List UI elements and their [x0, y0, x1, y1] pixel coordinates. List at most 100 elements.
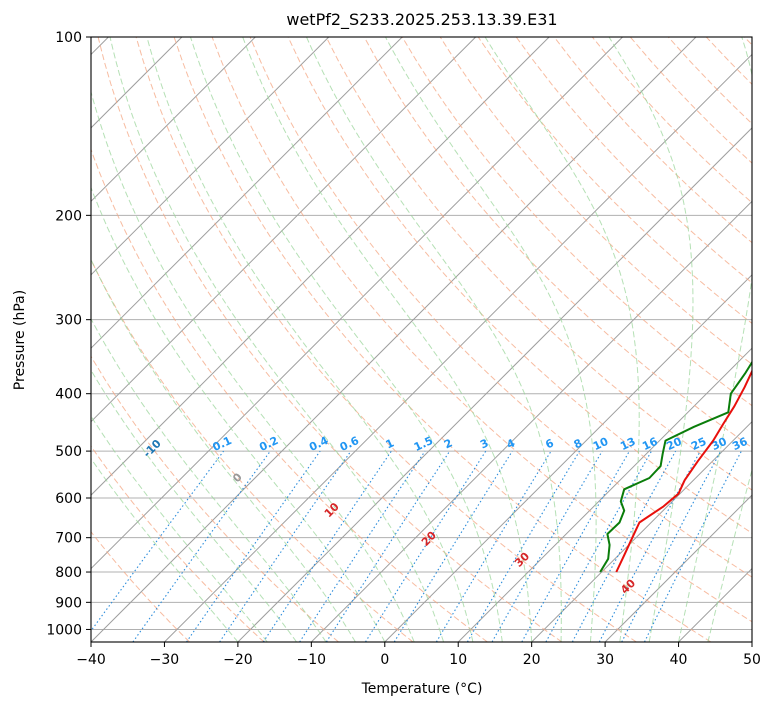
dry-adiabat-line — [401, 37, 752, 407]
x-tick-label: 30 — [596, 652, 614, 668]
y-tick-label: 200 — [55, 208, 82, 224]
mixing-ratio-line — [325, 450, 451, 642]
y-tick-label: 400 — [55, 387, 82, 403]
moist-adiabat-line — [109, 37, 444, 642]
moist-adiabat-line — [306, 37, 562, 642]
moist-adiabat-line — [146, 37, 474, 642]
dry-adiabat-label: -30 — [0, 370, 5, 393]
isotherm-line — [91, 37, 697, 642]
moist-adiabat-lines — [91, 37, 752, 642]
x-tick-label: 40 — [670, 652, 688, 668]
mixing-ratio-line — [365, 450, 487, 642]
dry-adiabat-line — [667, 37, 752, 125]
isotherm-line — [457, 347, 752, 642]
mixing-ratio-line — [571, 450, 677, 642]
mixing-ratio-label: 30 — [710, 435, 730, 453]
moist-adiabat-line — [91, 258, 356, 642]
dry-adiabat-line — [249, 37, 752, 578]
isotherm-line — [678, 567, 752, 642]
dry-adiabat-line — [325, 37, 752, 491]
data-series — [599, 360, 752, 573]
x-axis-label: Temperature (°C) — [361, 681, 483, 697]
dry-adiabat-line — [173, 37, 712, 642]
dry-adiabat-line — [91, 147, 488, 642]
dry-adiabat-line — [629, 37, 752, 164]
series-line-dewpoint — [599, 360, 752, 573]
dry-adiabat-line — [211, 37, 752, 623]
dry-adiabat-label: -10 — [141, 437, 164, 460]
mixing-ratio-label: 6 — [543, 436, 556, 451]
dry-adiabat-line — [591, 37, 752, 204]
isotherm-line — [237, 127, 752, 642]
isotherm-line — [751, 641, 752, 642]
isotherm-line — [531, 420, 752, 642]
isotherm-lines — [91, 37, 752, 642]
isotherm-line — [91, 37, 550, 496]
dry-adiabat-label: -20 — [64, 412, 87, 435]
mixing-ratio-line — [545, 450, 652, 642]
y-tick-label: 100 — [55, 30, 82, 46]
mixing-ratio-label: 25 — [689, 435, 708, 453]
mixing-ratio-label: 3 — [478, 436, 490, 451]
line-labels: 0.10.20.40.611.52346810131620253036-100-… — [0, 370, 750, 597]
x-tick-label: 0 — [380, 652, 389, 668]
mixing-ratio-line — [219, 450, 352, 642]
mixing-ratio-label: 36 — [730, 435, 750, 453]
y-tick-label: 600 — [55, 491, 82, 507]
moist-adiabat-line — [91, 457, 239, 642]
series-line-temperature — [615, 368, 752, 573]
x-axis-ticks: −40 −30 −20 −10 0 10 20 30 40 50 — [76, 642, 761, 668]
mixing-ratio-line — [186, 450, 321, 642]
plot-frame — [90, 36, 753, 643]
plot-area: 0.10.20.40.611.52346810131620253036-100-… — [0, 37, 752, 642]
dry-adiabat-line — [97, 37, 563, 642]
y-tick-label: 500 — [55, 444, 82, 460]
dry-adiabat-line — [705, 37, 752, 85]
y-tick-label: 800 — [55, 565, 82, 581]
mixing-ratio-line — [393, 450, 513, 642]
mixing-ratio-line — [132, 450, 271, 642]
mixing-ratio-label: 13 — [618, 435, 637, 453]
chart-title: wetPf2_S233.2025.253.13.39.E31 — [286, 10, 557, 30]
x-tick-label: −20 — [223, 652, 253, 668]
y-axis-ticks: 100 200 300 400 500 600 700 800 900 1000 — [46, 30, 91, 638]
isotherm-line — [91, 37, 256, 203]
mixing-ratio-line — [262, 450, 392, 642]
dry-adiabat-label: 0 — [230, 470, 245, 485]
mixing-ratio-line — [299, 450, 426, 642]
dry-adiabat-line — [287, 37, 752, 534]
isotherm-line — [91, 37, 403, 349]
moist-adiabat-line — [385, 37, 597, 642]
mixing-ratio-line — [521, 450, 630, 642]
dry-adiabat-line — [91, 445, 265, 642]
mixing-ratio-label: 16 — [640, 435, 660, 453]
isotherm-line — [164, 53, 752, 642]
mixing-ratio-line — [466, 450, 580, 642]
dry-adiabat-line — [91, 531, 190, 642]
moist-adiabat-line — [190, 37, 503, 642]
mixing-ratio-line — [435, 450, 552, 642]
x-tick-label: −30 — [150, 652, 180, 668]
dry-adiabat-line — [515, 37, 752, 284]
moist-adiabat-line — [484, 37, 640, 642]
mixing-ratio-label: 10 — [591, 435, 611, 453]
dry-adiabat-line — [439, 37, 752, 365]
y-tick-label: 1000 — [46, 622, 82, 638]
dry-adiabat-line — [135, 37, 637, 642]
moist-adiabat-line — [91, 415, 268, 642]
dry-adiabat-line — [91, 355, 339, 642]
y-tick-label: 300 — [55, 313, 82, 329]
isotherm-line — [91, 37, 330, 276]
isotherm-line — [384, 274, 752, 642]
x-tick-label: 10 — [449, 652, 467, 668]
dry-adiabat-lines — [91, 37, 752, 642]
x-tick-label: 20 — [523, 652, 541, 668]
dry-adiabat-label: 40 — [618, 576, 638, 596]
dry-adiabat-line — [91, 258, 414, 642]
x-tick-label: 50 — [743, 652, 761, 668]
isotherm-line — [91, 37, 477, 423]
moist-adiabat-line — [91, 90, 415, 642]
moist-adiabat-line — [608, 37, 694, 642]
x-tick-label: −10 — [297, 652, 327, 668]
